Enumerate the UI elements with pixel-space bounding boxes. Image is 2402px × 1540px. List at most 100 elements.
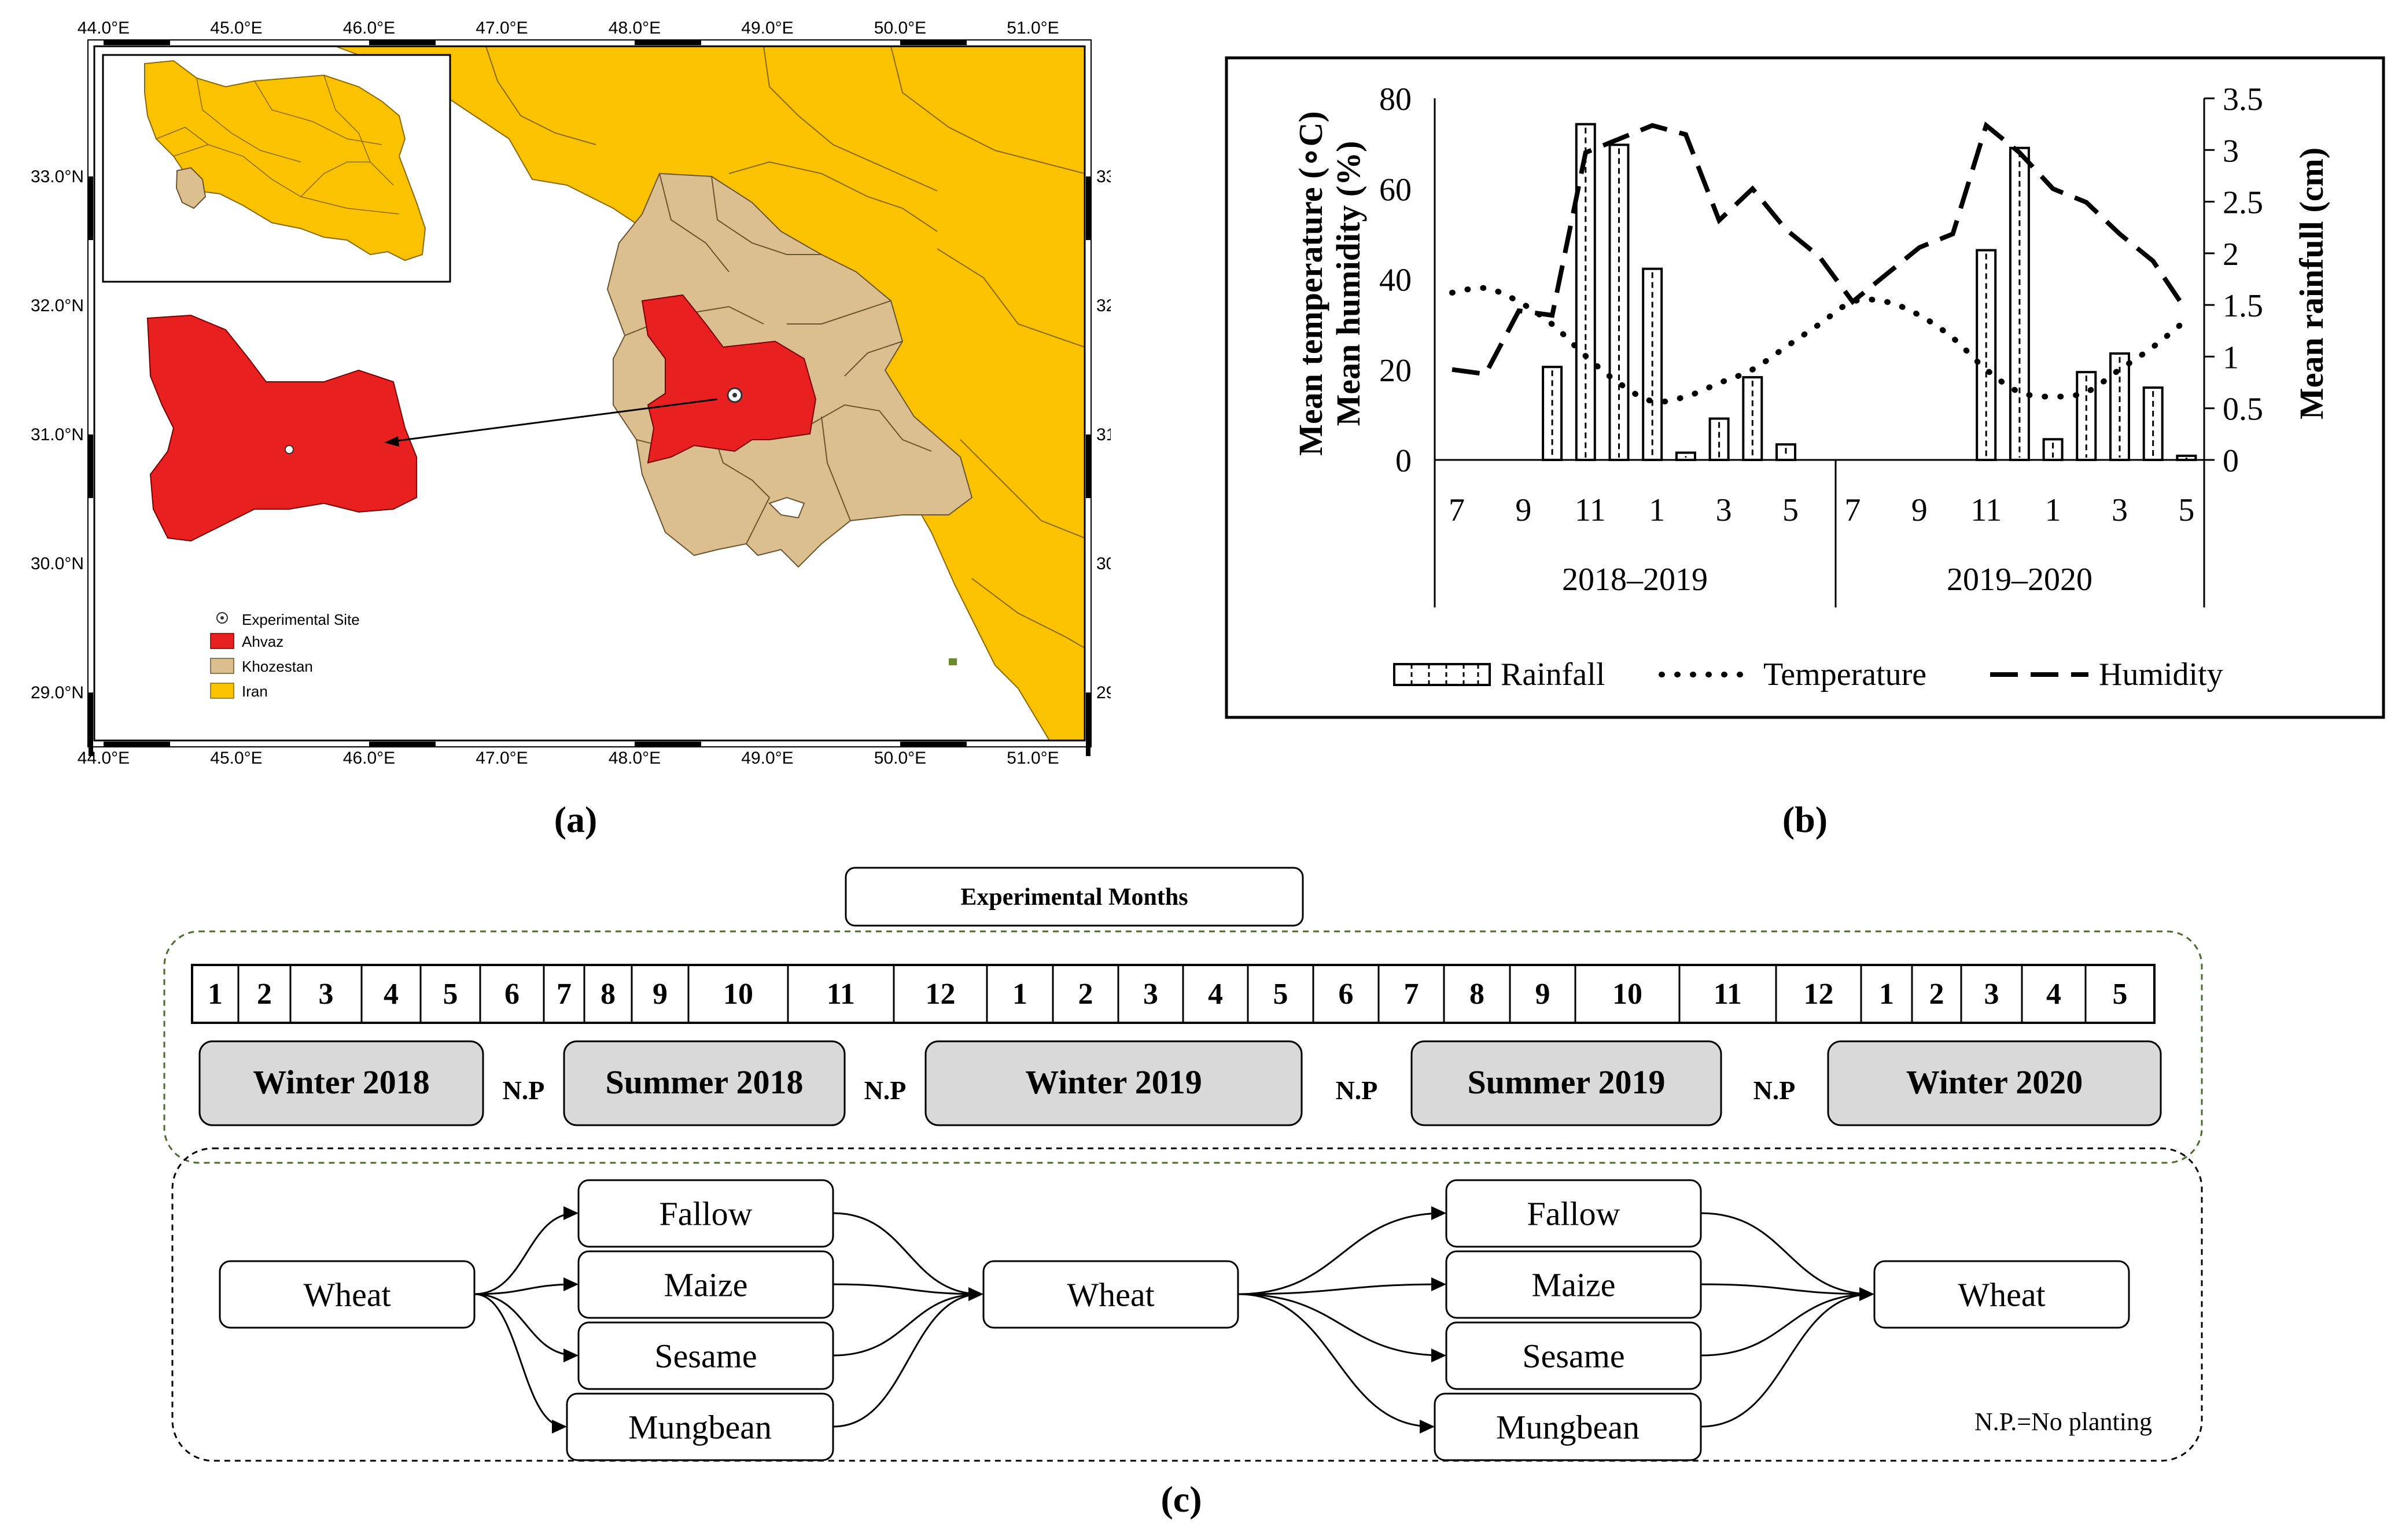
crop-box-sesame [1445,1321,1702,1390]
month-cell: 8 [1469,978,1484,1011]
season-label: Winter 2018 [253,1063,430,1101]
season-label-2: 2019–2020 [1947,562,2092,598]
rotation-arrow [1237,1293,1445,1357]
arrow-head-icon [552,1420,567,1434]
month-cell: 3 [1984,978,1999,1011]
lon-label-top: 50.0°E [874,19,926,38]
lon-label-bottom: 46.0°E [343,749,395,768]
crop-box-wheat [1873,1260,2130,1329]
legend-ahvaz: Ahvaz [242,633,283,650]
month-cell: 1 [1012,978,1027,1011]
month-cell: 6 [504,978,520,1011]
month-cell: 12 [1804,978,1834,1011]
season-box [198,1040,484,1126]
map-legend: Experimental Site Ahvaz Khozestan Iran [210,611,360,700]
panel-label-c: (c) [1161,1479,1202,1520]
month-cell: 9 [653,978,668,1011]
season-box [563,1040,846,1126]
lon-label-bottom: 49.0°E [741,749,793,768]
lat-label-right: 31.0°N [1096,425,1111,444]
legend-khozestan: Khozestan [242,658,313,675]
study-area-map: 44.0°E 45.0°E 46.0°E 47.0°E 48.0°E 49.0°E 50.0… [31,19,1111,768]
lat-label-left: 30.0°N [31,554,84,573]
arrow-head-icon [1431,1349,1446,1362]
legend-iran: Iran [242,683,268,700]
arrow-head-icon [1859,1287,1874,1301]
crop-box-mungbean [566,1392,834,1461]
lon-label-bottom: 45.0°E [210,749,262,768]
y-right-tick: 0 [2223,443,2239,479]
temperature-line [1449,285,2190,405]
legend-ahvaz-swatch [210,633,234,649]
x-tick-label: 5 [2178,492,2194,528]
x-tick-label: 11 [1970,492,2002,528]
crop-label-mungbean: Mungbean [628,1409,772,1446]
y-left-title-1: Mean temperature (∘C) [1292,111,1329,456]
month-cell: 10 [1612,978,1642,1011]
y-right-tick: 0.5 [2223,392,2263,428]
y-right-title: Mean rainfull (cm) [2293,148,2330,419]
x-tick-label: 1 [1649,492,1665,528]
season-label: Summer 2018 [605,1063,803,1101]
y-left-tick: 80 [1379,82,1412,117]
lon-labels-top: 44.0°E 45.0°E 46.0°E 47.0°E 48.0°E 49.0°E 50.0… [78,19,1059,38]
lat-label-right: 33.0°N [1096,167,1111,186]
month-cell: 3 [1143,978,1158,1011]
crop-label-wheat: Wheat [1067,1276,1154,1314]
lat-label-right: 29.0°N [1096,683,1111,702]
x-tick-label: 1 [2045,492,2061,528]
lon-label-top: 48.0°E [609,19,661,38]
lon-label-bottom: 47.0°E [476,749,528,768]
x-tick-label: 9 [1515,492,1531,528]
season-box [924,1040,1303,1126]
month-cell: 3 [319,978,334,1011]
lat-label-left: 32.0°N [31,296,84,315]
rotation-arrow [1237,1283,1445,1295]
months-header: Experimental Months [960,884,1188,911]
month-cell: 10 [723,978,753,1011]
month-cell: 7 [557,978,572,1011]
month-cell: 12 [926,978,956,1011]
lat-labels-right: 33.0°N 32.0°N 31.0°N 30.0°N 29.0°N [1096,167,1111,702]
lat-label-left: 33.0°N [31,167,84,186]
season-box [1410,1040,1722,1126]
rainfall-bar [1742,376,1763,462]
rotation-container [171,1147,2203,1462]
month-cell: 8 [600,978,616,1011]
arrow-head-icon [1420,1420,1435,1434]
lat-label-left: 31.0°N [31,425,84,444]
rotation-diagram: Experimental Months 1 2 3 4 5 6 7 8 9 10 11 12 1 2 3 4 5… [163,867,2203,1462]
month-cell: 5 [1273,978,1288,1011]
month-cell: 1 [1879,978,1894,1011]
rotation-arrow [474,1212,577,1295]
np-label: N.P [1336,1075,1378,1105]
lon-label-bottom: 44.0°E [78,749,130,768]
crop-label-sesame: Sesame [654,1338,757,1375]
month-cell: 5 [2113,978,2128,1011]
y-right-tick: 3.5 [2223,82,2263,117]
arrow-head-icon [1431,1206,1446,1220]
season-label: Winter 2020 [1906,1063,2083,1101]
crop-label-sesame: Sesame [1522,1338,1624,1375]
y-right-tick: 2.5 [2223,185,2263,221]
month-cell: 7 [1404,978,1419,1011]
rotation-arrow [1700,1212,1873,1295]
rainfall-bar [2142,386,2164,461]
rotation-arrow [1700,1293,1873,1357]
arrow-head-icon [563,1349,579,1362]
ahvaz-enlarged [146,314,417,542]
lon-label-top: 45.0°E [210,19,262,38]
humidity-line [1451,121,2189,377]
panel-label-a: (a) [554,799,598,840]
crop-box-wheat [219,1260,476,1329]
lat-label-right: 30.0°N [1096,554,1111,573]
lon-label-top: 44.0°E [78,19,130,38]
crop-label-fallow: Fallow [659,1195,752,1233]
rotation-arrow [474,1283,577,1295]
y-left-tick: 60 [1379,172,1412,208]
months-header-box [845,867,1304,927]
legend-khozestan-swatch [210,658,234,674]
y-right-tick: 1 [2223,340,2239,375]
rainfall-bar [1575,123,1596,461]
